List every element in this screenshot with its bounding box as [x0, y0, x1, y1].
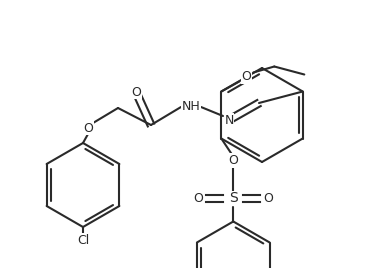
Text: O: O	[263, 192, 273, 205]
Text: O: O	[193, 192, 203, 205]
Text: O: O	[263, 192, 273, 205]
Text: O: O	[241, 70, 251, 83]
Text: S: S	[229, 192, 238, 206]
Text: O: O	[131, 85, 141, 99]
Text: Cl: Cl	[77, 233, 89, 247]
Text: S: S	[229, 192, 238, 206]
Text: N: N	[224, 114, 234, 126]
Text: O: O	[131, 85, 141, 99]
Text: O: O	[229, 154, 238, 167]
Text: O: O	[193, 192, 203, 205]
Text: O: O	[83, 121, 93, 135]
Text: NH: NH	[182, 100, 200, 114]
